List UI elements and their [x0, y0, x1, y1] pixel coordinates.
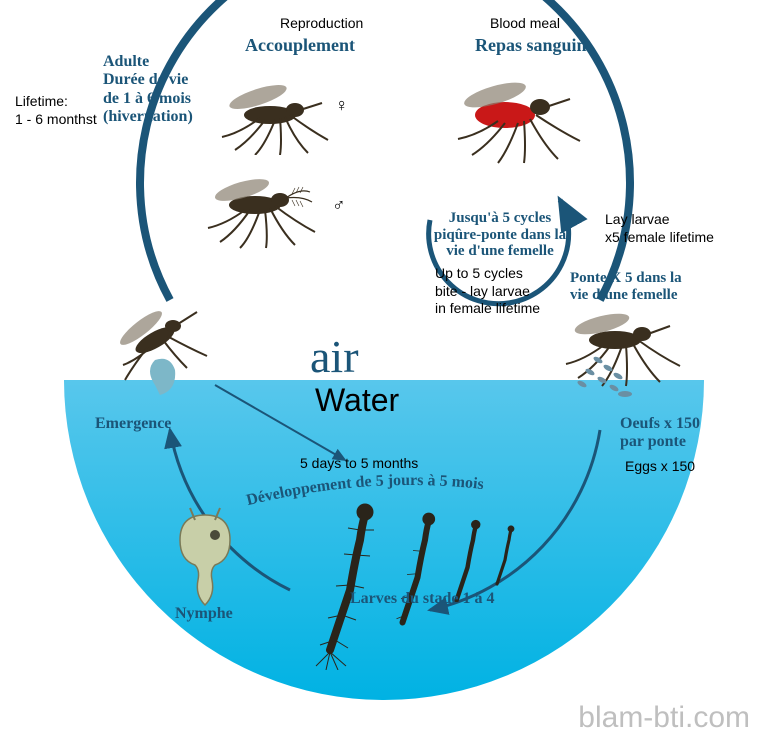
dev-fr-arc: Développement de 5 jours à 5 mois: [220, 470, 600, 530]
lifetime-en-2: 1 - 6 monthst: [15, 110, 97, 128]
oeufs-fr-1: Oeufs x 150: [620, 415, 700, 433]
bloodmeal-en: Blood meal: [490, 15, 560, 31]
svg-text:Développement de 5 jours à 5 m: Développement de 5 jours à 5 mois: [245, 472, 485, 509]
mosquito-male: [200, 150, 330, 250]
adult-fr-3: de 1 à 6 mois: [103, 90, 193, 108]
reproduction-fr: Accouplement: [245, 35, 355, 56]
watermark: blam-bti.com: [578, 701, 750, 735]
laylarvae-en: Lay larvae x5 female lifetime: [605, 210, 714, 246]
larves-fr: Larves du stade 1 à 4: [350, 590, 494, 608]
mosquito-emerging: [95, 290, 225, 420]
inner-cycle-fr: Jusqu'à 5 cycles piqûre-ponte dans la vi…: [420, 210, 580, 260]
dev-en: 5 days to 5 months: [300, 455, 418, 471]
lifetime-en-1: Lifetime:: [15, 92, 97, 110]
air-label: air: [310, 330, 359, 383]
nymphe-fr: Nymphe: [175, 605, 233, 623]
mosquito-bloodmeal: [450, 55, 600, 165]
inner-fr-2: piqûre-ponte dans la: [420, 227, 580, 244]
mosquito-female: [210, 55, 340, 155]
laylarvae-en-1: Lay larvae: [605, 210, 714, 228]
reproduction-en: Reproduction: [280, 15, 363, 31]
female-symbol: ♀: [335, 95, 349, 116]
oeufs-fr-2: par ponte: [620, 433, 700, 451]
eggs-en: Eggs x 150: [625, 458, 695, 474]
inner-en-3: in female lifetime: [435, 300, 540, 318]
ponte-fr: Ponte X 5 dans la vie d'une femelle: [570, 270, 682, 303]
adult-fr: Adulte Durée de vie de 1 à 6 mois (hiver…: [103, 53, 193, 127]
mosquito-laying: [560, 290, 700, 400]
oeufs-fr: Oeufs x 150 par ponte: [620, 415, 700, 450]
adult-fr-1: Adulte: [103, 53, 193, 71]
emergence-fr: Emergence: [95, 415, 171, 433]
inner-en-1: Up to 5 cycles: [435, 265, 540, 283]
inner-en-2: bite - lay larvae: [435, 283, 540, 301]
ponte-fr-2: vie d'une femelle: [570, 287, 682, 304]
laylarvae-en-2: x5 female lifetime: [605, 228, 714, 246]
inner-fr-1: Jusqu'à 5 cycles: [420, 210, 580, 227]
water-label: Water: [315, 382, 399, 419]
bloodmeal-fr: Repas sanguin: [475, 35, 587, 56]
inner-cycle-en: Up to 5 cycles bite - lay larvae in fema…: [435, 265, 540, 318]
male-symbol: ♂: [332, 195, 346, 216]
adult-fr-4: (hivernation): [103, 108, 193, 126]
dev-fr-text: Développement de 5 jours à 5 mois: [245, 472, 485, 509]
inner-fr-3: vie d'une femelle: [420, 243, 580, 260]
ponte-fr-1: Ponte X 5 dans la: [570, 270, 682, 287]
adult-fr-2: Durée de vie: [103, 71, 193, 89]
lifetime-en: Lifetime: 1 - 6 monthst: [15, 92, 97, 128]
